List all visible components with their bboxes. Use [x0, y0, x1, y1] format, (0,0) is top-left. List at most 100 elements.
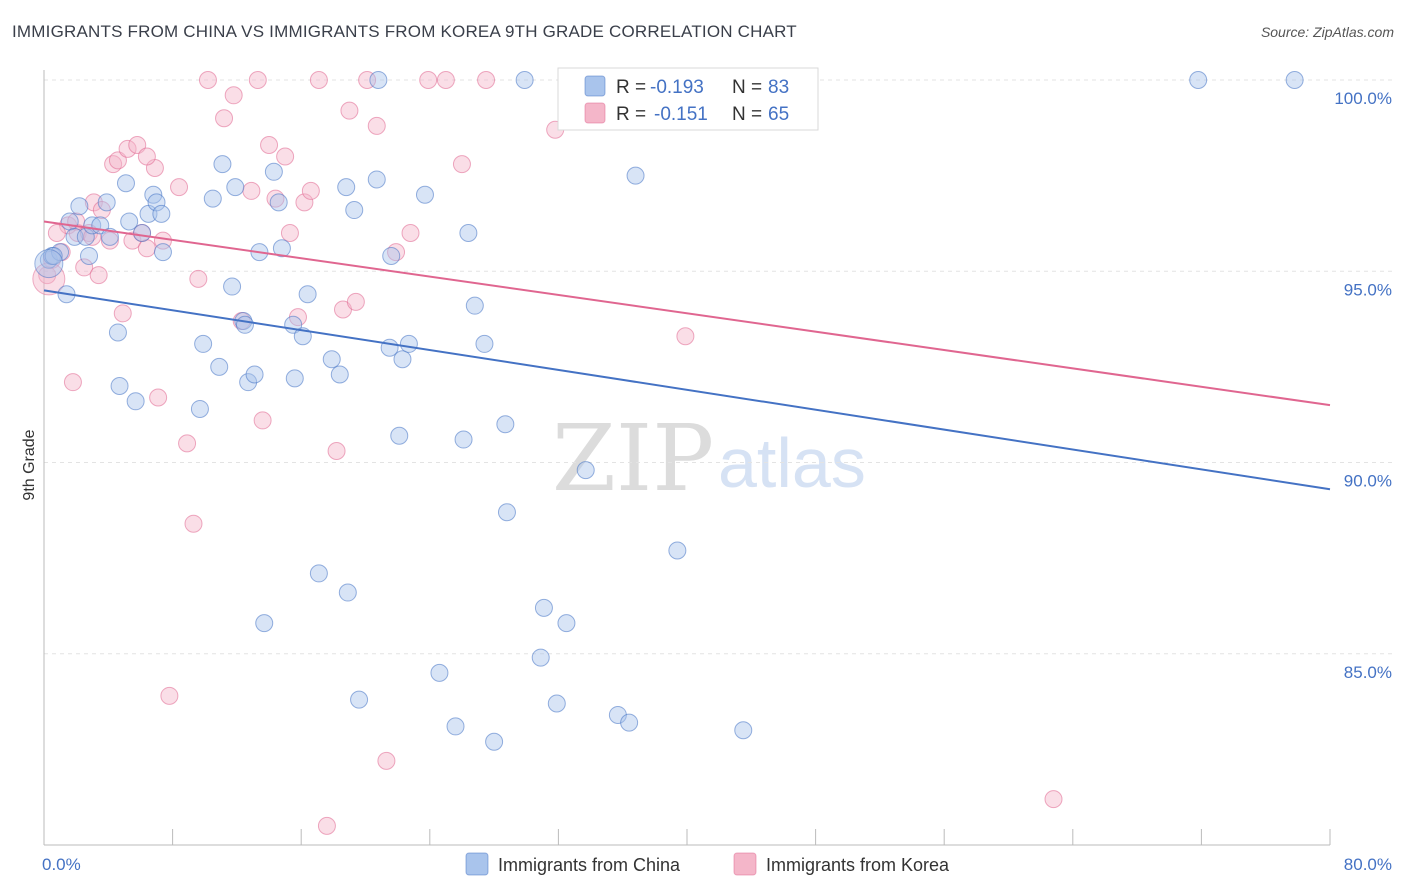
- china-point: [338, 583, 357, 602]
- korea-point: [452, 155, 471, 174]
- korea-point: [276, 147, 295, 166]
- china-point: [60, 212, 79, 231]
- korea-point: [100, 231, 119, 250]
- korea-point: [248, 71, 267, 89]
- korea-point: [327, 442, 346, 461]
- korea-point: [377, 751, 396, 770]
- china-point: [446, 717, 465, 736]
- korea-point: [128, 136, 147, 155]
- china-point: [272, 239, 291, 258]
- china-point: [465, 296, 484, 315]
- china-point: [239, 373, 258, 392]
- korea-point: [149, 388, 168, 407]
- china-point: [147, 193, 166, 212]
- korea-point: [242, 181, 261, 200]
- korea-point: [63, 373, 82, 392]
- chart-title: IMMIGRANTS FROM CHINA VS IMMIGRANTS FROM…: [12, 22, 797, 41]
- china-point: [133, 224, 152, 242]
- korea-n-value: 65: [768, 104, 789, 125]
- china-point: [309, 564, 328, 583]
- korea-point: [137, 147, 156, 166]
- china-point: [255, 614, 274, 633]
- korea-point: [309, 71, 328, 89]
- korea-n-label: N =: [732, 104, 762, 125]
- china-point: [245, 365, 264, 384]
- china-trend-line: [43, 289, 1331, 491]
- china-point: [203, 189, 222, 208]
- china-point: [194, 334, 213, 353]
- korea-point: [118, 139, 137, 158]
- y-tick-labels: 100.0% 95.0% 90.0% 85.0%: [1334, 89, 1392, 682]
- korea-point: [113, 304, 132, 323]
- china-point: [190, 399, 209, 418]
- china-point: [393, 350, 412, 369]
- korea-legend-swatch: [584, 102, 606, 124]
- china-point: [399, 334, 418, 353]
- china-point: [547, 694, 566, 713]
- korea-point: [436, 71, 455, 89]
- china-point: [70, 197, 89, 216]
- korea-point: [676, 327, 695, 346]
- korea-point: [253, 411, 272, 430]
- china-point: [534, 598, 553, 617]
- korea-point: [340, 101, 359, 120]
- korea-points: [32, 71, 1063, 835]
- china-point: [390, 426, 409, 445]
- korea-point: [367, 116, 386, 135]
- china-r-label: R =: [616, 77, 646, 98]
- y-tick-label: 85.0%: [1344, 663, 1392, 682]
- china-point: [44, 246, 63, 265]
- y-tick-label: 100.0%: [1334, 89, 1392, 108]
- china-point: [152, 204, 171, 223]
- china-series-label: Immigrants from China: [498, 855, 681, 875]
- korea-point: [75, 258, 94, 277]
- trend-lines: [43, 220, 1331, 491]
- stats-legend: R = -0.193 N = 83 R = -0.151 N = 65: [557, 67, 819, 131]
- korea-point: [260, 136, 279, 155]
- china-point: [269, 193, 288, 212]
- korea-point: [346, 292, 365, 311]
- china-point: [285, 369, 304, 388]
- korea-point: [160, 686, 179, 705]
- korea-point: [170, 178, 189, 197]
- gridlines: [44, 79, 1392, 655]
- korea-point: [178, 434, 197, 453]
- china-point: [337, 178, 356, 197]
- china-point: [496, 415, 515, 434]
- korea-point: [1044, 790, 1063, 809]
- korea-trend-line: [43, 220, 1331, 407]
- korea-point: [295, 193, 314, 212]
- china-point: [668, 541, 687, 560]
- china-point: [322, 350, 341, 369]
- china-point: [515, 71, 534, 89]
- korea-series-label: Immigrants from Korea: [766, 855, 950, 875]
- watermark-zip: ZIP: [552, 405, 714, 512]
- korea-point: [184, 514, 203, 533]
- korea-point: [280, 224, 299, 242]
- china-n-value: 83: [768, 77, 789, 98]
- china-point: [108, 323, 127, 342]
- korea-r-value: -0.151: [654, 104, 708, 125]
- source-label: Source: ZipAtlas.com: [1260, 24, 1394, 40]
- china-point: [497, 503, 516, 522]
- korea-point: [137, 239, 156, 258]
- china-point: [367, 170, 386, 189]
- korea-r-label: R =: [616, 104, 646, 125]
- korea-point: [108, 151, 127, 170]
- china-point: [264, 162, 283, 181]
- china-point: [100, 227, 119, 246]
- china-point: [369, 71, 388, 89]
- china-series-swatch: [465, 852, 489, 876]
- china-point: [350, 690, 369, 709]
- china-point: [330, 365, 349, 384]
- china-point: [576, 461, 595, 480]
- korea-series-swatch: [733, 852, 757, 876]
- china-point: [345, 201, 364, 220]
- china-point-cluster: [34, 249, 64, 279]
- korea-point: [89, 266, 108, 285]
- china-point: [475, 334, 494, 353]
- axes: [43, 70, 1331, 846]
- china-point: [557, 614, 576, 633]
- china-point: [620, 713, 639, 732]
